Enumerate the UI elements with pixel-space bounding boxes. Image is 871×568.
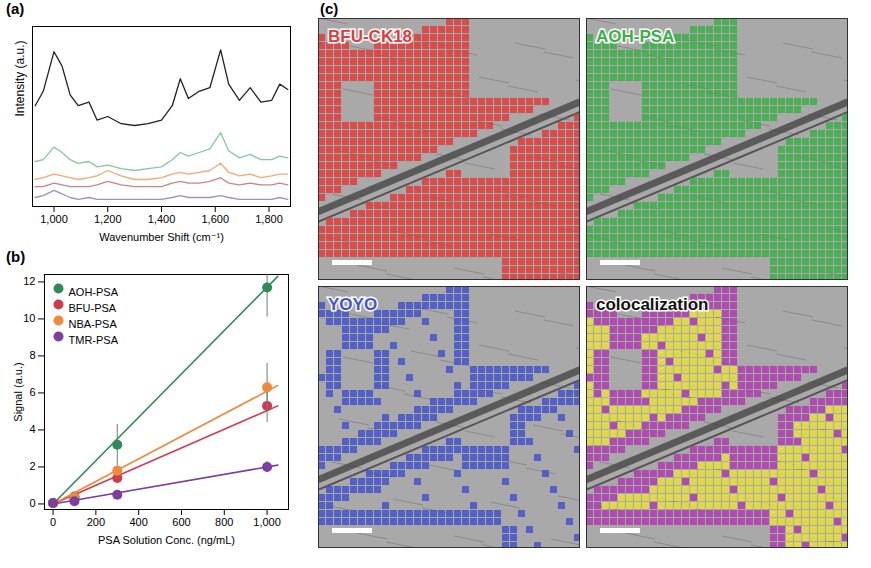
svg-text:400: 400 bbox=[129, 516, 147, 528]
svg-text:Intensity (a.u.): Intensity (a.u.) bbox=[13, 40, 27, 116]
svg-text:TMR-PSA: TMR-PSA bbox=[69, 334, 119, 346]
html-text:(b): (b) bbox=[6, 248, 26, 265]
svg-text:1,000: 1,000 bbox=[253, 516, 281, 528]
svg-text:0: 0 bbox=[50, 516, 56, 528]
svg-text:colocalization: colocalization bbox=[596, 295, 708, 314]
svg-text:Signal (a.u.): Signal (a.u.) bbox=[12, 362, 24, 421]
svg-text:800: 800 bbox=[215, 516, 233, 528]
svg-text:1,400: 1,400 bbox=[148, 213, 176, 225]
svg-text:1,000: 1,000 bbox=[40, 213, 68, 225]
svg-text:PSA Solution Conc. (ng/mL): PSA Solution Conc. (ng/mL) bbox=[98, 534, 235, 546]
svg-text:Wavenumber Shift (cm⁻¹): Wavenumber Shift (cm⁻¹) bbox=[99, 231, 224, 243]
svg-text:AOH-PSA: AOH-PSA bbox=[596, 27, 674, 46]
svg-text:4: 4 bbox=[29, 423, 35, 435]
svg-text:12: 12 bbox=[23, 275, 35, 287]
html-text:(a): (a) bbox=[6, 0, 25, 17]
svg-text:1,800: 1,800 bbox=[255, 213, 283, 225]
svg-text:200: 200 bbox=[87, 516, 105, 528]
svg-text:6: 6 bbox=[29, 386, 35, 398]
svg-text:NBA-PSA: NBA-PSA bbox=[69, 318, 118, 330]
html-text:(c): (c) bbox=[320, 0, 339, 17]
svg-text:8: 8 bbox=[29, 349, 35, 361]
svg-text:600: 600 bbox=[172, 516, 190, 528]
svg-text:YOYO: YOYO bbox=[328, 295, 377, 314]
svg-text:AOH-PSA: AOH-PSA bbox=[69, 286, 119, 298]
svg-text:2: 2 bbox=[29, 460, 35, 472]
svg-text:1,200: 1,200 bbox=[94, 213, 122, 225]
svg-text:BFU-PSA: BFU-PSA bbox=[69, 302, 117, 314]
svg-text:10: 10 bbox=[23, 312, 35, 324]
svg-text:0: 0 bbox=[29, 497, 35, 509]
svg-text:BFU-CK18: BFU-CK18 bbox=[328, 27, 412, 46]
svg-text:1,600: 1,600 bbox=[201, 213, 229, 225]
